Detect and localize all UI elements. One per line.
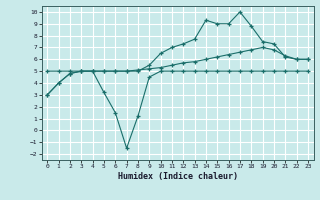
X-axis label: Humidex (Indice chaleur): Humidex (Indice chaleur) [118, 172, 237, 181]
